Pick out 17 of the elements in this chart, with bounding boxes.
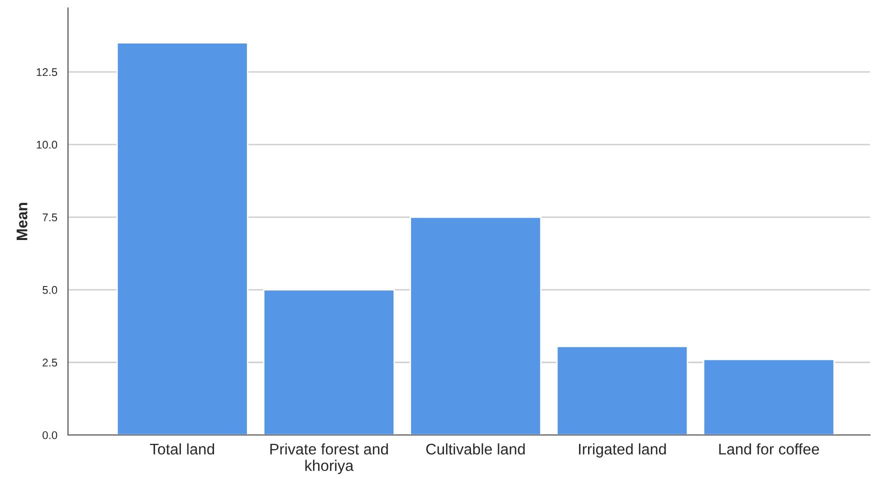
y-tick-label: 12.5 xyxy=(36,68,58,76)
x-tick-label: Irrigated land xyxy=(579,443,666,458)
x-tick-label: Land for coffee xyxy=(719,443,819,455)
bar xyxy=(263,289,395,435)
x-tick-label: Cultivable land xyxy=(426,443,525,455)
y-tick-label: 5.0 xyxy=(42,286,58,294)
y-tick-label: 7.5 xyxy=(42,214,58,222)
y-tick-label: 10.0 xyxy=(36,140,58,149)
x-tick-label: Total land xyxy=(150,443,214,455)
y-tick-label: 0.0 xyxy=(42,431,58,440)
y-tick-label: 2.5 xyxy=(42,358,58,367)
y-axis-title: Mean xyxy=(16,202,28,240)
bar xyxy=(116,42,248,435)
bar xyxy=(410,216,542,435)
bar xyxy=(702,358,835,435)
x-tick-label: Private forest and khoriya xyxy=(270,443,388,474)
bar xyxy=(556,346,688,435)
